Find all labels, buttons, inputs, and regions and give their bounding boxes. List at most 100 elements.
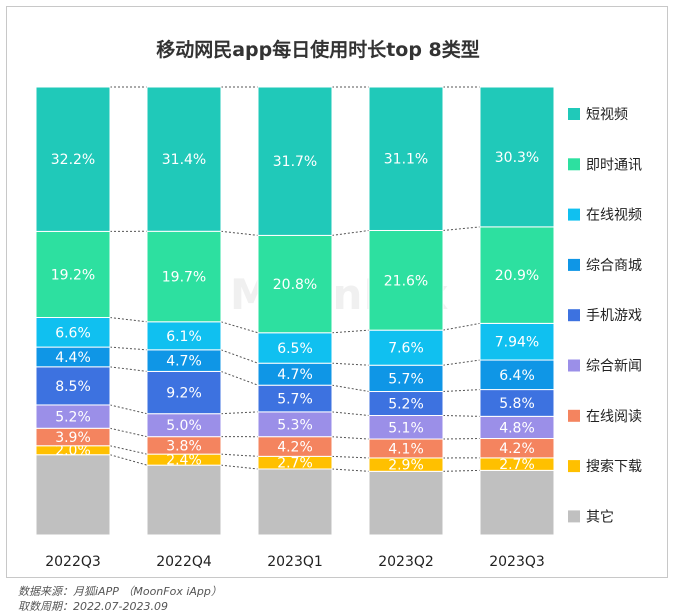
connector-line xyxy=(220,370,259,386)
segment-value-label: 2.9% xyxy=(388,458,424,474)
connector-line xyxy=(109,346,148,351)
connector-line xyxy=(109,427,148,438)
connector-line xyxy=(442,322,481,331)
segment-value-label: 6.4% xyxy=(499,368,535,384)
segment-value-label: 2.4% xyxy=(166,453,202,469)
bar-segment xyxy=(479,389,555,417)
segment-value-label: 5.7% xyxy=(277,392,313,408)
period-note: 取数周期：2022.07-2023.09 xyxy=(18,600,168,613)
connector-line xyxy=(442,226,481,231)
connector-line xyxy=(331,384,370,393)
legend-label: 短视频 xyxy=(586,107,628,123)
x-axis-tick-label: 2022Q3 xyxy=(45,554,101,570)
segment-value-label: 2.7% xyxy=(277,456,313,472)
segment-value-label: 21.6% xyxy=(384,273,428,289)
bar-segment xyxy=(479,226,555,324)
segment-value-label: 2.7% xyxy=(499,457,535,473)
segment-value-label: 4.8% xyxy=(499,420,535,436)
bar-segment xyxy=(257,384,333,413)
segment-value-label: 6.6% xyxy=(55,325,91,341)
connector-line xyxy=(220,464,259,470)
legend-label: 在线阅读 xyxy=(586,408,642,425)
connector-line xyxy=(109,404,148,415)
connector-line xyxy=(220,453,259,457)
legend-swatch xyxy=(568,460,580,473)
segment-value-label: 31.7% xyxy=(273,154,317,170)
legend-label: 即时通讯 xyxy=(586,157,642,173)
segment-value-label: 31.4% xyxy=(162,152,206,168)
legend-label: 综合商城 xyxy=(586,258,642,274)
segment-value-label: 5.2% xyxy=(55,410,91,426)
chart-title: 移动网民app每日使用时长top 8类型 xyxy=(156,38,480,61)
connector-line xyxy=(109,317,148,323)
bar-segment xyxy=(257,332,333,364)
segment-value-label: 3.8% xyxy=(166,438,202,454)
legend-swatch xyxy=(568,108,580,120)
segment-value-label: 8.5% xyxy=(55,379,91,395)
segment-value-label: 4.4% xyxy=(55,350,91,366)
segment-value-label: 4.7% xyxy=(166,354,202,370)
legend-swatch xyxy=(568,258,580,271)
connector-line xyxy=(331,455,370,459)
segment-value-label: 19.2% xyxy=(51,267,95,283)
connector-line xyxy=(331,362,370,366)
segment-value-label: 9.2% xyxy=(166,386,202,402)
bar-segment xyxy=(35,454,111,536)
bars-group: 2.0%3.9% 5.2% 8.5% 4.4% 6.6% 19.2% 32.2% 2.4%3.… xyxy=(35,86,555,536)
legend-swatch xyxy=(568,359,580,372)
x-axis-tick-label: 2023Q1 xyxy=(267,554,323,570)
segment-value-label: 6.1% xyxy=(166,329,202,345)
bar-segment xyxy=(146,464,222,536)
connector-line xyxy=(442,415,481,417)
legend-label: 综合新闻 xyxy=(586,359,642,375)
connector-line xyxy=(109,366,148,372)
stacked-bar-chart: 移动网民app每日使用时长top 8类型 2.0%3.9% 5.2% 8.5% 4.4… xyxy=(35,38,642,570)
segment-value-label: 4.1% xyxy=(388,441,424,457)
segment-value-label: 7.94% xyxy=(495,335,539,351)
bar-segment xyxy=(479,86,555,228)
chart-frame xyxy=(6,6,668,578)
bar-segment xyxy=(257,234,333,334)
segment-value-label: 4.2% xyxy=(499,441,535,457)
bar-segment xyxy=(368,329,444,366)
segment-value-label: 5.1% xyxy=(388,420,424,436)
connector-line xyxy=(331,468,370,472)
segment-value-label: 5.7% xyxy=(388,371,424,387)
segment-value-label: 5.3% xyxy=(277,417,313,433)
legend-swatch xyxy=(568,208,580,221)
connector-line xyxy=(220,349,259,364)
legend-label: 在线视频 xyxy=(586,208,642,224)
segment-value-label: 5.0% xyxy=(166,418,202,434)
legend-label: 搜索下载 xyxy=(586,458,642,475)
x-axis-tick-label: 2022Q4 xyxy=(156,554,212,570)
bar-segment xyxy=(146,321,222,351)
bar-segment xyxy=(146,370,222,415)
segment-value-label: 3.9% xyxy=(55,430,91,446)
bar-segment xyxy=(35,317,111,348)
bar-segment xyxy=(368,86,444,231)
legend-label: 其它 xyxy=(586,508,614,525)
connector-line xyxy=(331,411,370,417)
segment-value-label: 4.7% xyxy=(277,367,313,383)
connector-line xyxy=(220,230,259,236)
connector-line xyxy=(331,329,370,334)
connector-line xyxy=(109,445,148,455)
bar-segment xyxy=(35,86,111,232)
segment-value-label: 5.8% xyxy=(499,396,535,412)
segment-value-label: 20.8% xyxy=(273,277,317,293)
segment-value-label: 32.2% xyxy=(51,152,95,168)
connector-line xyxy=(442,389,481,393)
x-axis-labels: 2022Q3 2022Q4 2023Q1 2023Q2 2023Q3 xyxy=(45,554,545,570)
connector-line xyxy=(442,359,481,366)
source-note: 数据来源：月狐iAPP （MoonFox iApp） xyxy=(18,585,222,598)
legend-label: 手机游戏 xyxy=(586,308,642,324)
segment-value-label: 31.1% xyxy=(384,152,428,168)
connector-lines xyxy=(109,86,481,472)
legend-swatch xyxy=(568,510,580,523)
connector-line xyxy=(220,321,259,334)
segment-value-label: 7.6% xyxy=(388,341,424,357)
bar-segment xyxy=(257,411,333,438)
x-axis-tick-label: 2023Q3 xyxy=(489,554,545,570)
legend-swatch xyxy=(568,409,580,422)
segment-value-label: 19.7% xyxy=(162,270,206,286)
